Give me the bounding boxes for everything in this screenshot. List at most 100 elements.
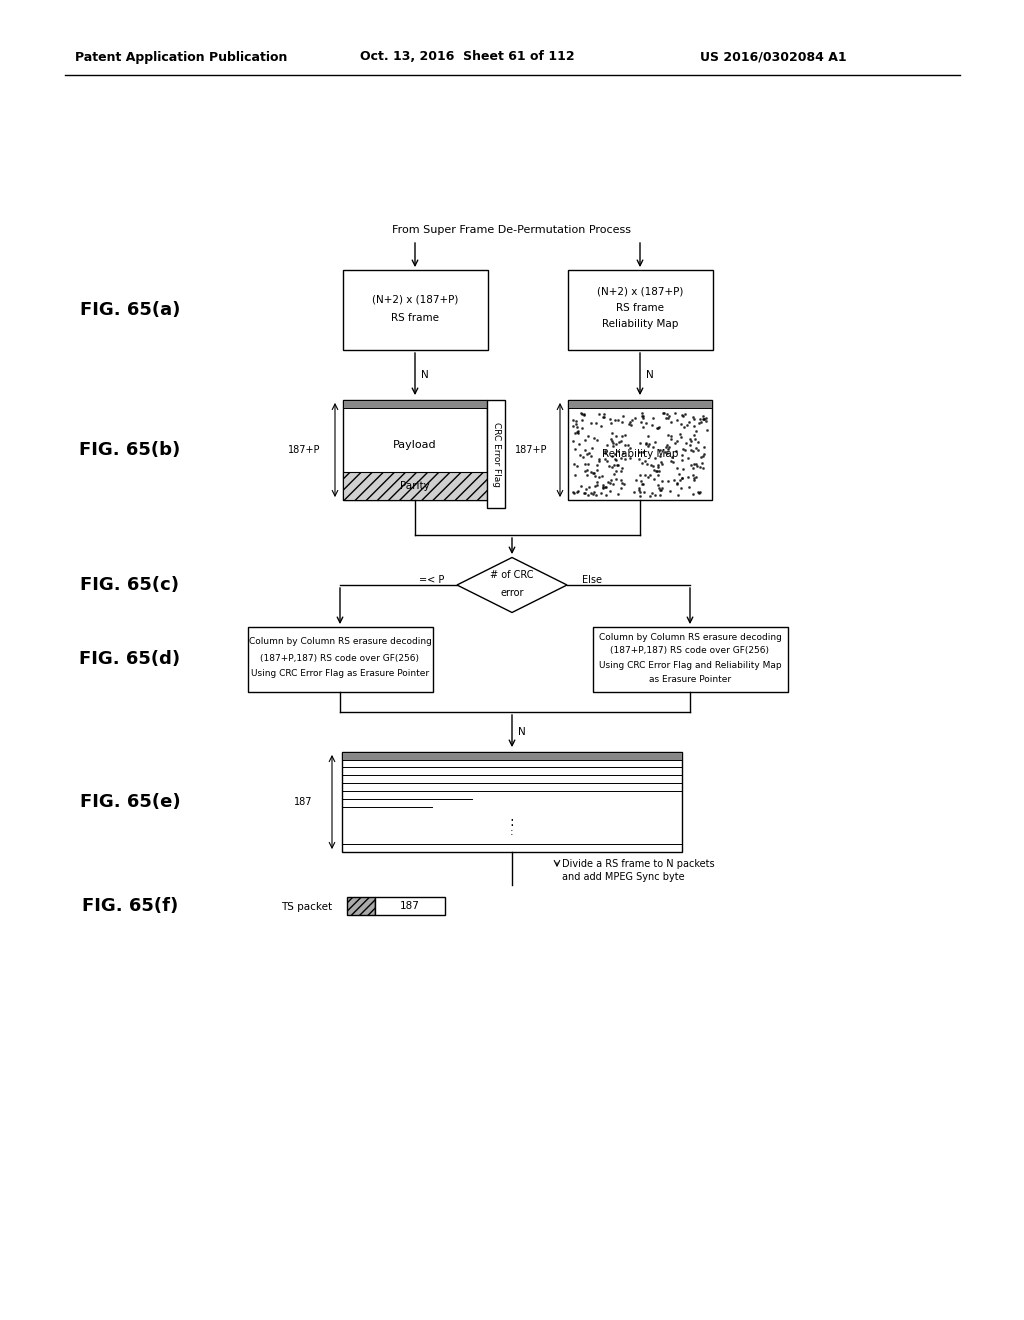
Point [650,478,667,499]
Point [637,465,653,486]
Bar [343,271,488,350]
Point [608,433,625,454]
Point [577,482,593,503]
Point [673,426,689,447]
Bar [343,473,487,500]
Point [571,445,588,466]
Point [578,454,594,475]
Point [650,455,667,477]
Point [686,408,702,429]
Point [668,433,684,454]
Point [607,449,624,470]
Point [614,458,631,479]
Point [695,405,712,426]
Point [682,440,698,461]
Point [651,440,668,461]
Point [686,470,702,491]
Bar [342,752,682,851]
Text: as Erasure Pointer: as Erasure Pointer [649,675,731,684]
Point [609,411,626,432]
Point [696,408,713,429]
Point [675,459,691,480]
Point [688,421,705,442]
Point [693,446,710,467]
Point [632,433,648,454]
Point [684,465,700,486]
Point [573,404,590,425]
Point [648,459,665,480]
Point [698,420,715,441]
Point [596,404,612,425]
Point [575,446,592,467]
Point [663,425,679,446]
Point [568,416,585,437]
Point [611,432,628,453]
Point [616,473,633,494]
Text: (N+2) x (187+P): (N+2) x (187+P) [372,294,458,305]
Point [640,436,656,457]
Text: =< P: =< P [419,576,444,585]
Point [589,459,605,480]
Point [685,414,701,436]
Bar [568,271,713,350]
Point [691,482,708,503]
Point [594,474,610,495]
Text: 187+P: 187+P [514,445,547,455]
Point [607,409,624,430]
Point [575,405,592,426]
Text: RS frame: RS frame [391,313,439,323]
Text: error: error [501,587,523,598]
Point [602,473,618,494]
Bar [487,400,505,508]
Text: (N+2) x (187+P): (N+2) x (187+P) [597,286,683,297]
Point [695,444,712,465]
Point [650,465,667,486]
Point [621,413,637,434]
Point [645,408,662,429]
Text: (187+P,187) RS code over GF(256): (187+P,187) RS code over GF(256) [610,647,769,656]
Point [634,474,650,495]
Point [674,450,690,471]
Point [683,454,699,475]
Point [656,441,673,462]
Point [573,418,590,440]
Point [620,434,636,455]
Point [680,466,696,487]
Point [612,447,629,469]
Point [698,411,715,432]
Point [595,407,611,428]
Point [659,470,676,491]
Point [637,450,653,471]
Text: FIG. 65(a): FIG. 65(a) [80,301,180,319]
Point [612,478,629,499]
Point [674,405,690,426]
Point [638,433,654,454]
Text: Using CRC Error Flag as Erasure Pointer: Using CRC Error Flag as Erasure Pointer [251,669,429,678]
Text: # of CRC: # of CRC [490,570,534,579]
Point [671,463,687,484]
Bar [248,627,433,692]
Point [591,466,607,487]
Point [591,403,607,424]
Point [689,455,706,477]
Point [664,447,680,469]
Point [677,404,693,425]
Point [588,484,604,506]
Point [565,414,582,436]
Bar [568,400,712,500]
Point [687,438,703,459]
Point [634,403,650,424]
Point [677,440,693,461]
Point [626,482,642,503]
Text: From Super Frame De-Permutation Process: From Super Frame De-Permutation Process [392,224,632,235]
Point [604,445,621,466]
Point [577,440,593,461]
Point [585,462,601,483]
Point [683,430,699,451]
Point [601,455,617,477]
Point [605,436,622,457]
Text: Oct. 13, 2016  Sheet 61 of 112: Oct. 13, 2016 Sheet 61 of 112 [360,50,574,63]
Point [670,484,686,506]
Text: RS frame: RS frame [616,304,664,313]
Point [608,469,625,490]
